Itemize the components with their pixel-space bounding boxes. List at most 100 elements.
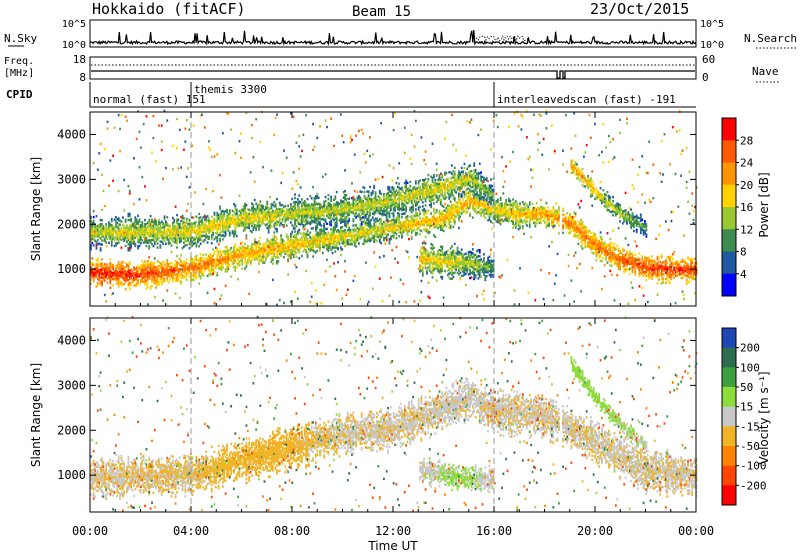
power-cell bbox=[203, 226, 206, 230]
power-cell bbox=[180, 219, 183, 223]
power-cell bbox=[180, 276, 183, 279]
power-cell bbox=[138, 240, 141, 244]
power-cell bbox=[331, 209, 334, 213]
power-cell bbox=[195, 228, 198, 232]
power-cell bbox=[191, 236, 194, 239]
power-cell bbox=[145, 244, 148, 248]
power-cell bbox=[115, 244, 117, 247]
power-cell bbox=[281, 248, 284, 252]
power-cell bbox=[166, 275, 169, 278]
power-cell bbox=[90, 278, 92, 281]
power-cell bbox=[155, 223, 158, 227]
power-cell bbox=[258, 214, 260, 217]
power-cell bbox=[381, 175, 384, 179]
power-cell bbox=[395, 181, 398, 185]
power-cell bbox=[134, 226, 137, 229]
power-cell bbox=[192, 260, 195, 263]
power-cell bbox=[196, 228, 199, 231]
power-cell bbox=[241, 214, 244, 217]
power-cell bbox=[166, 269, 169, 272]
power-cell bbox=[212, 264, 214, 267]
power-cell bbox=[260, 220, 263, 223]
power-cell bbox=[133, 276, 135, 279]
power-cell bbox=[253, 219, 256, 223]
power-cell bbox=[281, 250, 284, 254]
power-cell bbox=[273, 223, 276, 226]
power-cell bbox=[403, 212, 406, 215]
power-cell bbox=[405, 301, 408, 304]
power-cell bbox=[128, 249, 131, 252]
power-cell bbox=[303, 206, 306, 209]
power-cell bbox=[202, 253, 205, 257]
power-cell bbox=[319, 223, 321, 226]
power-cell bbox=[95, 215, 98, 218]
power-cell bbox=[176, 234, 178, 237]
power-cell bbox=[291, 209, 294, 213]
power-cell bbox=[162, 226, 165, 229]
power-cell bbox=[148, 277, 151, 280]
power-cell bbox=[109, 266, 112, 269]
power-cell bbox=[153, 226, 156, 229]
power-cell bbox=[392, 215, 395, 218]
power-cell bbox=[116, 242, 119, 245]
power-cell bbox=[106, 120, 109, 124]
power-cell bbox=[91, 237, 94, 241]
power-cell bbox=[312, 148, 314, 152]
power-cell bbox=[185, 231, 188, 235]
power-cell bbox=[301, 208, 303, 211]
power-heatmap-cells bbox=[90, 109, 698, 306]
power-cell bbox=[188, 275, 191, 278]
power-cell bbox=[435, 168, 438, 171]
power-cell bbox=[219, 251, 221, 254]
power-cell bbox=[310, 244, 313, 247]
power-cell bbox=[164, 273, 167, 276]
power-cell bbox=[199, 262, 202, 266]
power-cell bbox=[258, 262, 260, 265]
power-cell bbox=[263, 216, 266, 220]
power-cell bbox=[226, 208, 228, 212]
power-cell bbox=[210, 261, 213, 264]
power-cell bbox=[194, 221, 196, 224]
power-cell bbox=[344, 216, 346, 219]
power-cell bbox=[306, 216, 309, 219]
power-cell bbox=[339, 238, 342, 241]
power-cell bbox=[139, 264, 142, 268]
power-cell bbox=[188, 218, 191, 222]
power-cell bbox=[174, 205, 177, 208]
power-cell bbox=[253, 213, 256, 217]
power-cell bbox=[246, 216, 249, 219]
power-cell bbox=[216, 263, 219, 267]
power-cell bbox=[152, 222, 155, 226]
power-cell bbox=[241, 249, 244, 252]
power-cell bbox=[158, 218, 160, 222]
power-cell bbox=[337, 212, 339, 215]
power-cell bbox=[169, 268, 171, 271]
power-cell bbox=[133, 280, 135, 283]
power-cell bbox=[344, 230, 346, 234]
power-cell bbox=[295, 200, 298, 204]
power-cell bbox=[199, 230, 202, 233]
power-cell bbox=[320, 301, 323, 305]
power-cell bbox=[227, 263, 230, 267]
power-cell bbox=[251, 243, 253, 246]
power-cell bbox=[201, 234, 203, 238]
power-cell bbox=[95, 267, 98, 270]
power-cell bbox=[342, 232, 345, 235]
power-cell bbox=[274, 248, 277, 251]
power-cell bbox=[159, 263, 162, 267]
power-cell bbox=[310, 227, 313, 230]
power-cell bbox=[289, 217, 292, 220]
power-cell bbox=[99, 218, 102, 222]
power-cell bbox=[281, 211, 284, 215]
power-cell bbox=[344, 169, 346, 172]
power-cell bbox=[316, 210, 319, 214]
power-cell bbox=[146, 282, 149, 285]
power-cell bbox=[180, 234, 183, 237]
power-cell bbox=[199, 277, 202, 280]
power-cell bbox=[167, 242, 170, 245]
power-cell bbox=[317, 216, 320, 220]
station-title: Hokkaido (fitACF) bbox=[92, 0, 246, 18]
power-cell bbox=[312, 210, 314, 213]
power-cell bbox=[244, 227, 246, 230]
power-cell bbox=[221, 234, 224, 237]
